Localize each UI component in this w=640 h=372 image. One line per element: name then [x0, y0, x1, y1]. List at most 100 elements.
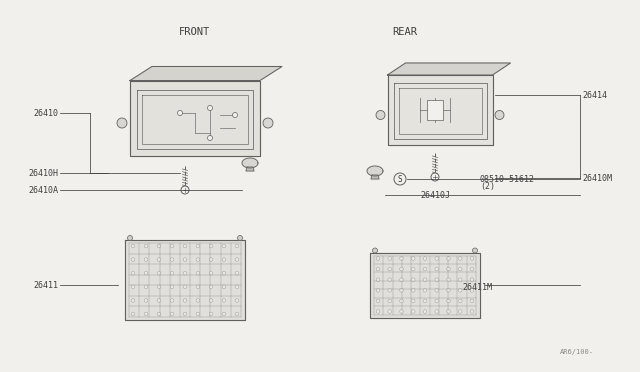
- Circle shape: [388, 310, 392, 313]
- Circle shape: [412, 289, 415, 292]
- Circle shape: [232, 112, 237, 118]
- Circle shape: [131, 272, 135, 275]
- Circle shape: [222, 258, 226, 262]
- Circle shape: [209, 299, 212, 302]
- Circle shape: [157, 299, 161, 302]
- Polygon shape: [387, 63, 511, 75]
- Circle shape: [207, 106, 212, 110]
- Text: 26410A: 26410A: [28, 186, 58, 195]
- Circle shape: [400, 289, 403, 292]
- Circle shape: [447, 289, 451, 292]
- Circle shape: [376, 267, 380, 271]
- Circle shape: [400, 299, 403, 303]
- Circle shape: [183, 272, 187, 275]
- Circle shape: [470, 267, 474, 271]
- Circle shape: [435, 267, 438, 271]
- Circle shape: [131, 258, 135, 262]
- Circle shape: [495, 110, 504, 119]
- Circle shape: [412, 257, 415, 260]
- Polygon shape: [387, 75, 493, 145]
- Circle shape: [388, 267, 392, 271]
- Circle shape: [131, 285, 135, 289]
- Circle shape: [263, 118, 273, 128]
- Circle shape: [423, 257, 427, 260]
- Circle shape: [376, 110, 385, 119]
- Polygon shape: [130, 67, 282, 80]
- Circle shape: [412, 267, 415, 271]
- Polygon shape: [130, 80, 260, 155]
- Circle shape: [157, 258, 161, 262]
- Circle shape: [470, 278, 474, 282]
- Text: AR6/100-: AR6/100-: [560, 349, 594, 355]
- Circle shape: [209, 244, 212, 248]
- Circle shape: [435, 310, 438, 313]
- Circle shape: [170, 285, 174, 289]
- Circle shape: [431, 173, 439, 181]
- Circle shape: [376, 310, 380, 313]
- Circle shape: [470, 257, 474, 260]
- Circle shape: [412, 278, 415, 282]
- Circle shape: [423, 289, 427, 292]
- Circle shape: [209, 285, 212, 289]
- Circle shape: [144, 244, 148, 248]
- Circle shape: [458, 299, 462, 303]
- Circle shape: [400, 310, 403, 313]
- Circle shape: [236, 312, 239, 316]
- Text: S: S: [397, 174, 403, 183]
- Circle shape: [376, 299, 380, 303]
- Circle shape: [177, 110, 182, 115]
- Circle shape: [447, 299, 451, 303]
- Circle shape: [170, 299, 174, 302]
- Circle shape: [170, 258, 174, 262]
- Circle shape: [183, 285, 187, 289]
- Text: 08510-51612: 08510-51612: [480, 174, 535, 183]
- Circle shape: [447, 267, 451, 271]
- Circle shape: [400, 257, 403, 260]
- Circle shape: [196, 285, 200, 289]
- Circle shape: [447, 278, 451, 282]
- Circle shape: [470, 289, 474, 292]
- Circle shape: [372, 248, 378, 253]
- Text: 26410H: 26410H: [28, 169, 58, 177]
- Circle shape: [447, 310, 451, 313]
- Circle shape: [412, 299, 415, 303]
- Circle shape: [470, 310, 474, 313]
- Circle shape: [400, 267, 403, 271]
- Circle shape: [447, 257, 451, 260]
- Circle shape: [222, 244, 226, 248]
- Bar: [427, 100, 443, 120]
- Circle shape: [170, 272, 174, 275]
- Circle shape: [388, 289, 392, 292]
- Text: 26410J: 26410J: [420, 190, 450, 199]
- Circle shape: [183, 244, 187, 248]
- Circle shape: [458, 310, 462, 313]
- Polygon shape: [242, 158, 258, 168]
- Circle shape: [423, 310, 427, 313]
- Circle shape: [170, 244, 174, 248]
- Circle shape: [131, 244, 135, 248]
- Circle shape: [458, 289, 462, 292]
- Text: 26410M: 26410M: [582, 173, 612, 183]
- Circle shape: [458, 278, 462, 282]
- Circle shape: [236, 244, 239, 248]
- Circle shape: [131, 299, 135, 302]
- Circle shape: [376, 278, 380, 282]
- Circle shape: [196, 244, 200, 248]
- Circle shape: [144, 285, 148, 289]
- Polygon shape: [371, 175, 379, 179]
- Circle shape: [144, 312, 148, 316]
- Circle shape: [388, 299, 392, 303]
- Circle shape: [435, 299, 438, 303]
- Circle shape: [222, 285, 226, 289]
- Circle shape: [207, 135, 212, 141]
- Text: 26411: 26411: [33, 280, 58, 289]
- Polygon shape: [367, 166, 383, 176]
- Polygon shape: [125, 240, 245, 320]
- Circle shape: [412, 310, 415, 313]
- Circle shape: [196, 258, 200, 262]
- Circle shape: [423, 267, 427, 271]
- Circle shape: [376, 257, 380, 260]
- Circle shape: [376, 289, 380, 292]
- Circle shape: [458, 257, 462, 260]
- Circle shape: [183, 299, 187, 302]
